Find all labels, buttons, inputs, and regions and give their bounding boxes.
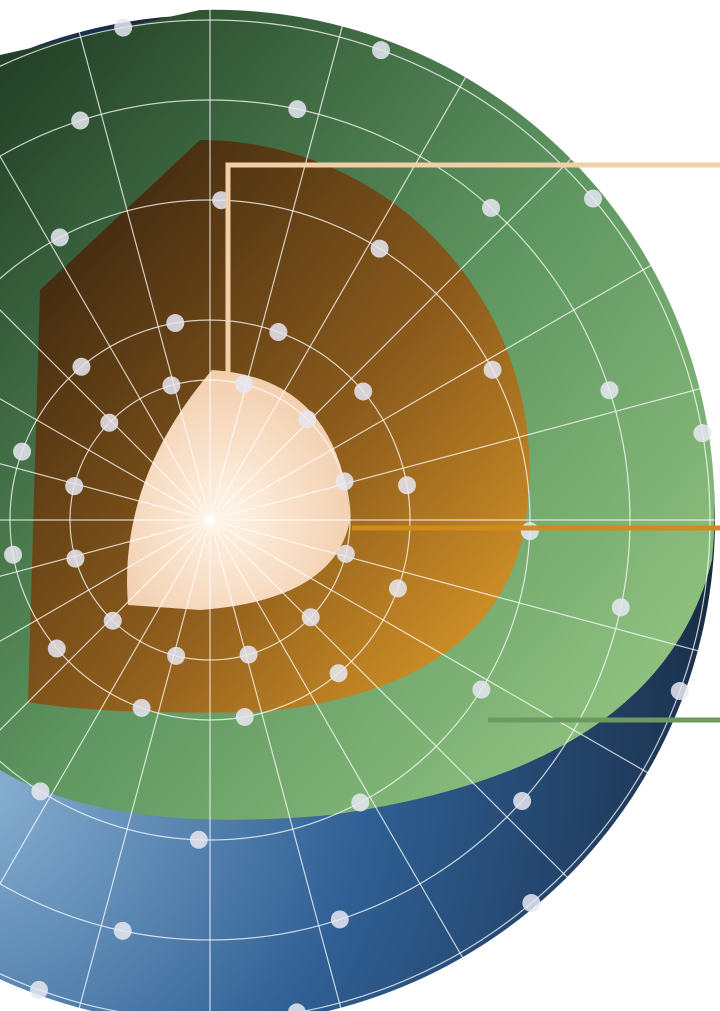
network-node (162, 376, 181, 395)
network-node (336, 544, 355, 563)
network-node (114, 18, 133, 37)
network-line (209, 384, 713, 521)
network-node (520, 522, 539, 541)
network-node (670, 682, 689, 701)
network-node (372, 41, 391, 60)
network-node (50, 228, 69, 247)
network-node (13, 442, 32, 461)
network-ring (0, 199, 531, 841)
network-node (47, 639, 66, 658)
network-node (611, 598, 630, 617)
network-node (29, 980, 48, 999)
network-line (0, 463, 211, 521)
network-node (584, 189, 603, 208)
network-node (354, 382, 373, 401)
network-node (71, 111, 90, 130)
network-line (0, 309, 211, 521)
network-line (209, 519, 661, 781)
network-node (482, 198, 501, 217)
network-line (77, 519, 211, 1011)
network-node (31, 782, 50, 801)
network-line (209, 259, 661, 521)
network-node (269, 323, 288, 342)
network-line (0, 519, 211, 577)
network-line (209, 519, 471, 971)
network-line (209, 519, 579, 889)
network-node (4, 545, 23, 564)
network-node (234, 375, 253, 394)
network-node (189, 830, 208, 849)
network-line (209, 17, 346, 521)
network-node (522, 894, 541, 913)
network-line (74, 17, 211, 521)
network-node (287, 1003, 306, 1011)
network-line (209, 519, 343, 1011)
network-node (335, 472, 354, 491)
inner-core-leader (225, 162, 720, 372)
network-node (72, 357, 91, 376)
network-node (600, 381, 619, 400)
network-node (513, 792, 532, 811)
network-node (329, 664, 348, 683)
network-node (693, 424, 712, 443)
network-node (66, 549, 85, 568)
network-line (209, 519, 713, 656)
network-node (65, 477, 84, 496)
network-node (472, 680, 491, 699)
network-line (0, 519, 211, 642)
network-node (370, 239, 389, 258)
network-node (113, 921, 132, 940)
network-node (167, 646, 186, 665)
network-line (209, 151, 579, 521)
network-node (298, 410, 317, 429)
network-line (209, 69, 471, 521)
network-node (166, 314, 185, 333)
network-line (0, 519, 211, 885)
network-node (100, 413, 119, 432)
network-node (330, 910, 349, 929)
inner-core (127, 370, 351, 610)
network-ring (0, 99, 631, 941)
network-node (239, 645, 258, 664)
network-node (235, 707, 254, 726)
network-node (351, 793, 370, 812)
network-ring (69, 379, 351, 661)
network-line (0, 155, 211, 521)
network-ring (0, 19, 711, 1011)
network-node (288, 100, 307, 119)
network-line (0, 398, 211, 521)
network-node (132, 698, 151, 717)
network-node (388, 579, 407, 598)
network-node (483, 360, 502, 379)
network-line (0, 519, 211, 731)
network-nodes (4, 18, 712, 1011)
network-node (103, 611, 122, 630)
network-ring (9, 319, 411, 721)
network-node (397, 476, 416, 495)
network-node (301, 608, 320, 627)
